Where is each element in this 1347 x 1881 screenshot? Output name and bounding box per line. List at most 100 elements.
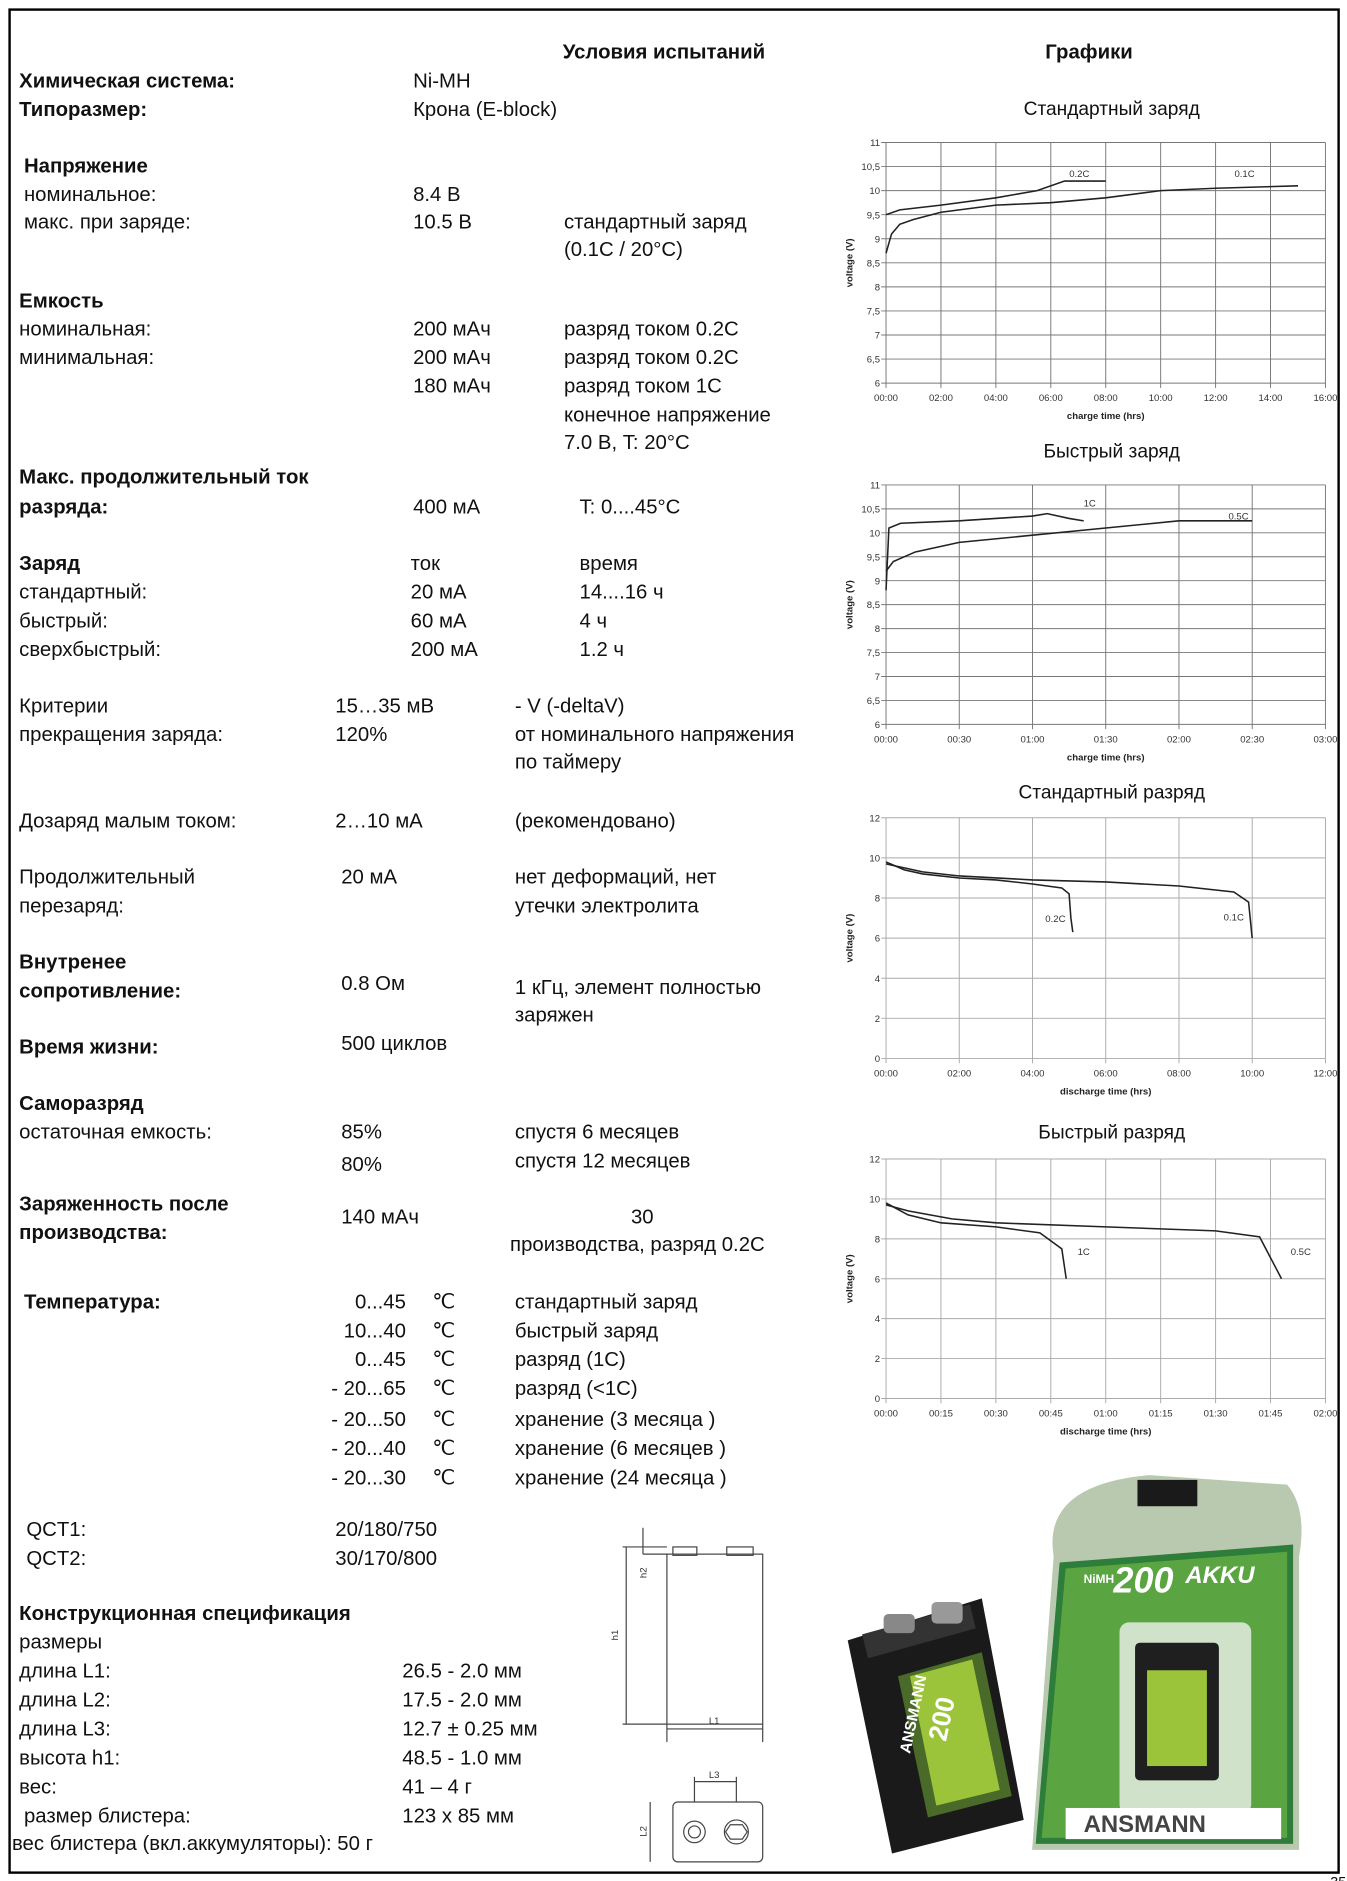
spec-value: 140 мАч — [341, 1207, 419, 1229]
spec-label: QCT2: — [26, 1548, 86, 1570]
spec-value: ток — [411, 553, 440, 575]
x-tick-label: 01:30 — [1204, 1408, 1228, 1419]
spec-value: 15…35 мВ — [335, 695, 434, 717]
x-tick-label: 00:00 — [874, 734, 898, 745]
y-axis-label: voltage (V) — [845, 1254, 856, 1303]
temperature-unit: ℃ — [432, 1320, 455, 1342]
spec-value: Ni-MH — [413, 70, 471, 92]
spec-label: перезаряд: — [19, 895, 124, 917]
construction-value: 123 x 85 мм — [402, 1805, 514, 1827]
y-tick-label: 10,5 — [861, 162, 880, 173]
temperature-range: 10...40 — [344, 1320, 406, 1342]
x-tick-label: 00:30 — [947, 734, 971, 745]
spec-label: стандартный: — [19, 582, 147, 604]
spec-note: 1 кГц, элемент полностью — [515, 977, 761, 999]
temperature-range: 0...45 — [355, 1292, 406, 1314]
temperature-range: 0...45 — [355, 1349, 406, 1371]
spec-value: Крона (E-block) — [413, 99, 557, 121]
series-label: 0.5C — [1228, 512, 1248, 523]
spec-value: 400 мА — [413, 497, 481, 519]
x-tick-label: 10:00 — [1149, 393, 1173, 404]
x-axis-label: discharge time (hrs) — [1060, 1086, 1151, 1097]
graphs-title: Графики — [1045, 42, 1132, 64]
spec-note: конечное напряжение — [564, 404, 771, 426]
series-line — [885, 861, 1074, 933]
construction-label: вес: — [19, 1776, 57, 1798]
y-tick-label: 0 — [875, 1054, 880, 1065]
spec-note: - V (-deltaV) — [515, 695, 625, 717]
y-tick-label: 2 — [875, 1354, 880, 1365]
y-tick-label: 6,5 — [867, 696, 880, 707]
x-tick-label: 01:45 — [1259, 1408, 1283, 1419]
spec-label: номинальное: — [24, 184, 156, 206]
dim-label: h2 — [639, 1567, 650, 1578]
temperature-unit: ℃ — [432, 1468, 455, 1490]
y-tick-label: 12 — [869, 813, 880, 824]
y-tick-label: 7,5 — [867, 307, 880, 318]
temperature-condition: разряд (<1С) — [515, 1378, 638, 1400]
y-tick-label: 12 — [869, 1155, 880, 1166]
spec-note: (0.1C / 20°C) — [564, 239, 683, 261]
y-tick-label: 8 — [875, 282, 880, 293]
spec-value: 80% — [341, 1154, 382, 1176]
series-line — [885, 1202, 1067, 1279]
spec-label: Типоразмер: — [19, 99, 147, 121]
spec-value: 30/170/800 — [335, 1548, 437, 1570]
y-axis-label: voltage (V) — [845, 238, 856, 287]
y-tick-label: 8 — [875, 894, 880, 905]
y-tick-label: 10 — [869, 528, 880, 539]
x-tick-label: 03:00 — [1313, 734, 1337, 745]
temperature-condition: хранение (24 месяца ) — [515, 1468, 727, 1490]
x-tick-label: 08:00 — [1167, 1068, 1191, 1079]
x-tick-label: 00:30 — [984, 1408, 1008, 1419]
spec-value: 200 мАч — [413, 318, 491, 340]
x-tick-label: 00:15 — [929, 1408, 953, 1419]
spec-label: производства: — [19, 1222, 167, 1244]
chart-title: Стандартный разряд — [1018, 783, 1205, 804]
construction-value: 17.5 - 2.0 мм — [402, 1689, 522, 1711]
y-tick-label: 9 — [875, 234, 880, 245]
spec-value: 200 мА — [411, 639, 479, 661]
temperature-unit: ℃ — [432, 1438, 455, 1460]
x-tick-label: 00:00 — [874, 1068, 898, 1079]
x-tick-label: 00:00 — [874, 393, 898, 404]
temperature-range: - 20...40 — [331, 1438, 406, 1460]
series-line — [885, 520, 1253, 572]
spec-label: Дозаряд малым током: — [19, 810, 236, 832]
spec-note: спустя 12 месяцев — [515, 1150, 691, 1172]
spec-label: быстрый: — [19, 610, 108, 632]
chart-title: Быстрый разряд — [1038, 1123, 1185, 1144]
spec-note: 4 ч — [580, 610, 608, 632]
spec-note: 30 — [631, 1207, 654, 1229]
temperature-condition: хранение (3 месяца ) — [515, 1409, 716, 1431]
spec-note: время — [580, 553, 638, 575]
spec-label: Заряд — [19, 553, 80, 575]
construction-label: длина L3: — [19, 1718, 111, 1740]
spec-label: Внутренее — [19, 952, 126, 974]
x-tick-label: 06:00 — [1039, 393, 1063, 404]
y-tick-label: 6,5 — [867, 355, 880, 366]
y-tick-label: 4 — [875, 974, 881, 985]
y-tick-label: 9,5 — [867, 210, 880, 221]
spec-label: Заряженность после — [19, 1193, 228, 1215]
temperature-range: - 20...65 — [331, 1378, 406, 1400]
spec-label: сопротивление: — [19, 980, 181, 1002]
x-tick-label: 01:30 — [1094, 734, 1118, 745]
construction-value: 41 – 4 г — [402, 1776, 472, 1798]
y-tick-label: 6 — [875, 934, 880, 945]
series-label: 0.2C — [1045, 914, 1065, 925]
series-line — [885, 512, 1084, 591]
y-tick-label: 10 — [869, 1195, 880, 1206]
construction-value: 26.5 - 2.0 мм — [402, 1660, 522, 1682]
spec-note: разряд током 0.2C — [564, 347, 739, 369]
temperature-unit: ℃ — [432, 1349, 455, 1371]
temperature-range: - 20...50 — [331, 1409, 406, 1431]
temperature-unit: ℃ — [432, 1378, 455, 1400]
x-tick-label: 01:00 — [1021, 734, 1045, 745]
construction-value: 12.7 ± 0.25 мм — [402, 1718, 537, 1740]
series-label: 0.2C — [1069, 169, 1089, 180]
spec-label: Напряжение — [24, 155, 148, 177]
spec-label: номинальная: — [19, 318, 151, 340]
series-line — [885, 185, 1299, 254]
x-tick-label: 12:00 — [1313, 1068, 1337, 1079]
